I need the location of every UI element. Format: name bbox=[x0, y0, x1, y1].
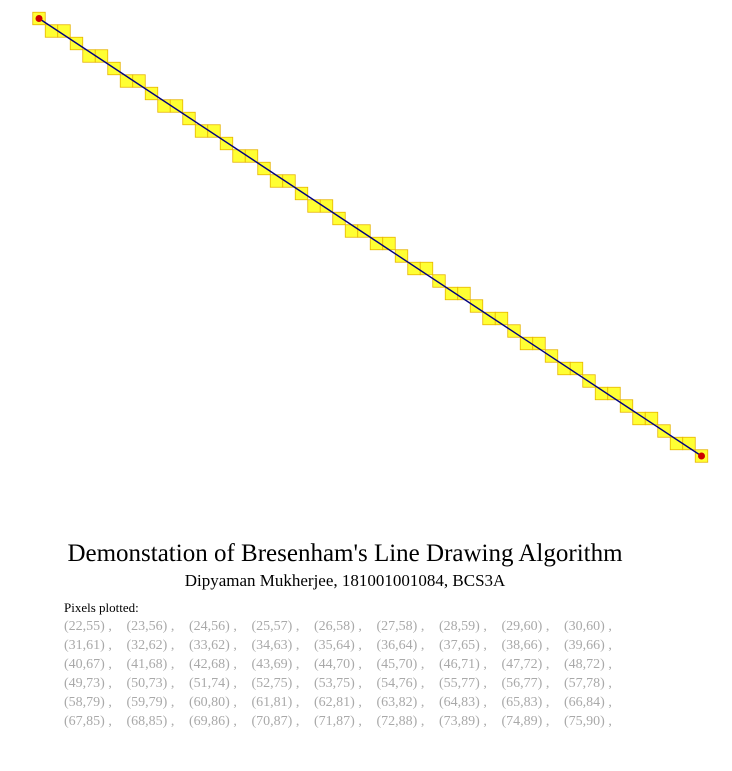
pixel-coordinate: (74,89) , bbox=[501, 714, 550, 729]
pixel-coordinate: (75,90) , bbox=[564, 714, 612, 729]
pixel-coordinate: (48,72) , bbox=[564, 657, 612, 672]
plotted-pixel bbox=[357, 224, 371, 238]
pixel-coordinate: (49,73) , bbox=[64, 676, 112, 691]
pixel-coordinate: (25,57) , bbox=[251, 619, 300, 634]
pixel-coordinate: (22,55) , bbox=[64, 619, 112, 634]
pixel-coordinate: (53,75) , bbox=[314, 676, 362, 691]
plotted-pixel bbox=[419, 261, 434, 276]
pixel-coordinate: (46,71) , bbox=[439, 657, 487, 672]
pixel-coordinate: (32,62) , bbox=[126, 638, 175, 653]
pixel-coordinate: (59,79) , bbox=[126, 695, 175, 710]
pixel-coordinate: (31,61) , bbox=[64, 638, 112, 653]
plotted-pixel bbox=[269, 174, 284, 188]
pixel-coordinate: (35,64) , bbox=[314, 638, 362, 653]
plotted-pixel bbox=[382, 236, 396, 251]
plotted-pixel bbox=[319, 199, 334, 213]
pixel-coordinate: (67,85) , bbox=[64, 714, 112, 729]
plotted-pixel bbox=[344, 224, 359, 238]
pixel-coordinate: (47,72) , bbox=[501, 657, 550, 672]
pixel-coordinate: (50,73) , bbox=[126, 676, 175, 691]
pixel-coordinate: (28,59) , bbox=[439, 619, 487, 634]
pixel-coordinate: (60,80) , bbox=[189, 695, 237, 710]
pixel-coordinate: (71,87) , bbox=[314, 714, 362, 729]
ideal-line bbox=[38, 17, 702, 457]
pixel-coordinate: (62,81) , bbox=[314, 695, 362, 710]
bresenham-canvas bbox=[32, 11, 709, 463]
pixels-plotted-label: Pixels plotted: bbox=[64, 600, 139, 615]
plotted-pixel bbox=[232, 149, 246, 163]
pixel-coordinate: (36,64) , bbox=[376, 638, 425, 653]
pixel-coordinate: (72,88) , bbox=[376, 714, 425, 729]
author-subtitle: Dipyaman Mukherjee, 181001001084, BCS3A bbox=[184, 571, 506, 590]
pixel-coordinate: (41,68) , bbox=[126, 657, 175, 672]
pixel-coordinate: (42,68) , bbox=[189, 657, 237, 672]
pixel-coordinate: (44,70) , bbox=[314, 657, 362, 672]
pixel-coordinate: (54,76) , bbox=[376, 676, 425, 691]
pixel-coordinate: (63,82) , bbox=[376, 695, 425, 710]
pixel-coordinate: (73,89) , bbox=[439, 714, 487, 729]
pixel-coordinate: (23,56) , bbox=[126, 619, 175, 634]
pixel-coordinate: (68,85) , bbox=[126, 714, 175, 729]
plotted-pixel bbox=[457, 286, 471, 301]
pixel-coordinate: (43,69) , bbox=[251, 657, 300, 672]
pixel-coordinate: (69,86) , bbox=[189, 714, 237, 729]
pixel-coordinate: (65,83) , bbox=[501, 695, 550, 710]
line-end-point bbox=[698, 452, 705, 460]
pixel-coordinate: (52,75) , bbox=[251, 676, 300, 691]
pixel-coordinate: (66,84) , bbox=[564, 695, 612, 710]
pixel-coordinate: (29,60) , bbox=[501, 619, 550, 634]
plotted-pixel bbox=[494, 311, 509, 326]
plotted-pixel bbox=[244, 149, 259, 163]
pixel-coordinate: (34,63) , bbox=[251, 638, 300, 653]
pixel-coordinate: (56,77) , bbox=[501, 676, 550, 691]
pixel-coordinate: (38,66) , bbox=[501, 638, 550, 653]
page-title: Demonstation of Bresenham's Line Drawing… bbox=[67, 540, 623, 567]
plotted-pixel bbox=[282, 174, 296, 188]
pixel-coordinate: (51,74) , bbox=[189, 676, 237, 691]
pixel-coordinate: (37,65) , bbox=[439, 638, 487, 653]
pixel-coordinate: (27,58) , bbox=[376, 619, 425, 634]
pixel-coordinate: (70,87) , bbox=[251, 714, 300, 729]
pixel-coordinate: (64,83) , bbox=[439, 695, 487, 710]
pixel-coordinate: (39,66) , bbox=[564, 638, 612, 653]
pixel-coordinate: (61,81) , bbox=[251, 695, 300, 710]
pixel-coordinate: (30,60) , bbox=[564, 619, 612, 634]
pixel-coordinate: (45,70) , bbox=[376, 657, 425, 672]
plotted-pixel bbox=[307, 199, 321, 213]
pixel-coordinate: (57,78) , bbox=[564, 676, 612, 691]
pixel-coordinate: (24,56) , bbox=[189, 619, 237, 634]
pixel-coordinate: (26,58) , bbox=[314, 619, 362, 634]
plotted-pixel bbox=[207, 124, 221, 138]
pixel-coordinate: (33,62) , bbox=[189, 638, 237, 653]
pixel-coordinate: (58,79) , bbox=[64, 695, 112, 710]
pixel-coordinate: (40,67) , bbox=[64, 657, 112, 672]
line-start-point bbox=[35, 15, 43, 22]
pixel-coordinate: (55,77) , bbox=[439, 676, 487, 691]
